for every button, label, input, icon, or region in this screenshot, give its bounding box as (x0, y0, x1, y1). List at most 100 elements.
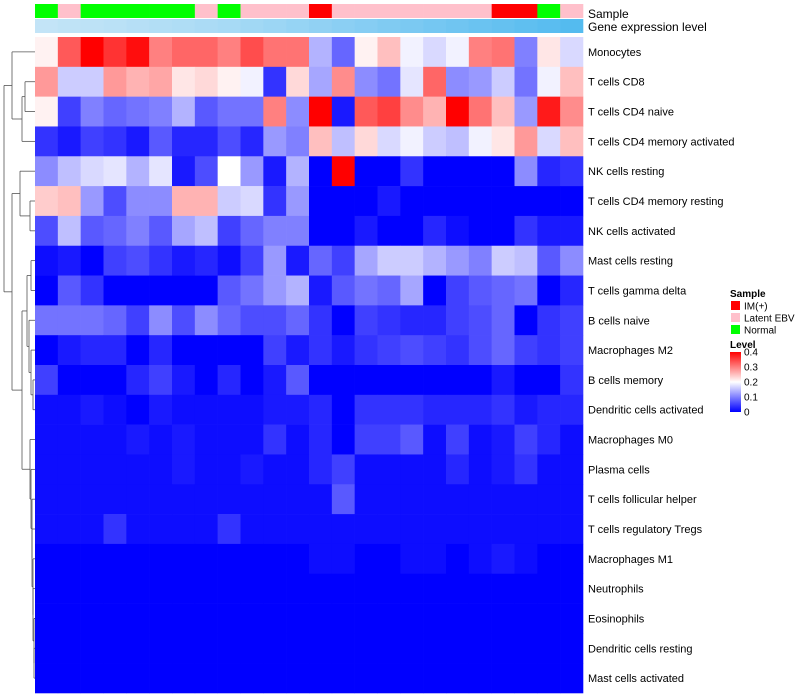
heatmap-cell (491, 663, 515, 694)
heatmap-cell (309, 365, 333, 396)
heatmap-cell (80, 305, 104, 336)
heatmap-cell (194, 126, 218, 157)
heatmap-cell (286, 603, 310, 634)
heatmap-cell (514, 663, 538, 694)
heatmap-cell (537, 573, 561, 604)
heatmap-cell (423, 633, 447, 664)
heatmap-cell (35, 275, 59, 306)
heatmap-cell (286, 514, 310, 545)
heatmap-cell (149, 573, 173, 604)
row-label: NK cells resting (588, 166, 664, 178)
heatmap-cell (35, 603, 59, 634)
heatmap-cell (423, 305, 447, 336)
heatmap-cell (149, 543, 173, 575)
heatmap-cell (400, 365, 424, 396)
heatmap-cell (514, 633, 538, 664)
heatmap-cell (149, 186, 173, 217)
heatmap-cell (354, 186, 378, 217)
heatmap-cell (354, 424, 378, 455)
heatmap-cell (35, 543, 59, 575)
heatmap-cell (172, 275, 196, 306)
heatmap-cell (446, 126, 470, 157)
heatmap-cell (468, 484, 492, 515)
heatmap-cell (468, 66, 492, 97)
heatmap-cell (331, 484, 355, 515)
heatmap-cell (126, 335, 150, 366)
heatmap-cell (423, 215, 447, 247)
level-legend: Level 0.4 0.3 0.2 0.1 0 (730, 340, 758, 419)
heatmap-cell (537, 96, 561, 127)
heatmap-cell (57, 365, 81, 396)
expression-annotation-cell (377, 19, 401, 33)
heatmap-cell (286, 663, 310, 694)
heatmap-cell (172, 633, 196, 664)
heatmap-cell (194, 275, 218, 306)
heatmap-cell (446, 37, 470, 68)
heatmap-cell (57, 454, 81, 485)
heatmap-cell (263, 156, 287, 187)
row-label: Macrophages M2 (588, 345, 673, 357)
expression-annotation-cell (149, 19, 173, 33)
heatmap-cell (331, 245, 355, 276)
heatmap-cell (514, 365, 538, 396)
heatmap-cell (400, 603, 424, 634)
heatmap-cell (400, 514, 424, 545)
heatmap-cell (286, 186, 310, 217)
heatmap-cell (194, 215, 218, 247)
heatmap-cell (126, 156, 150, 187)
heatmap-cell (286, 215, 310, 247)
heatmap-cell (194, 543, 218, 575)
heatmap-cell (263, 96, 287, 127)
heatmap-cell (377, 484, 401, 515)
heatmap-cell (35, 454, 59, 485)
heatmap-cell (560, 66, 584, 97)
heatmap-cell (446, 156, 470, 187)
level-tick-label: 0 (744, 408, 750, 419)
heatmap-cell (103, 96, 127, 127)
expression-annotation-cell (263, 19, 287, 33)
heatmap-cell (560, 156, 584, 187)
expression-annotation-cell (126, 19, 150, 33)
heatmap-cell (103, 573, 127, 604)
heatmap-cell (263, 484, 287, 515)
heatmap-cell (400, 454, 424, 485)
heatmap-cell (468, 186, 492, 217)
heatmap-cell (286, 454, 310, 485)
heatmap-cell (423, 126, 447, 157)
heatmap-cell (400, 424, 424, 455)
heatmap-cell (537, 454, 561, 485)
heatmap-cell (80, 156, 104, 187)
heatmap-cell (354, 66, 378, 97)
heatmap-cell (560, 663, 584, 694)
heatmap-cell (560, 454, 584, 485)
heatmap-cell (172, 66, 196, 97)
heatmap-cell (126, 454, 150, 485)
heatmap-cell (331, 424, 355, 455)
heatmap-cell (491, 305, 515, 336)
heatmap-cell (491, 245, 515, 276)
heatmap-cell (377, 603, 401, 634)
heatmap-cell (446, 394, 470, 425)
heatmap-cell (423, 454, 447, 485)
heatmap-cell (35, 305, 59, 336)
heatmap-cell (126, 394, 150, 425)
heatmap-cell (309, 633, 333, 664)
heatmap-cell (377, 156, 401, 187)
sample-annotation-cell (309, 4, 333, 18)
heatmap-cell (35, 484, 59, 515)
expression-annotation-cell (446, 19, 470, 33)
heatmap-cell (400, 573, 424, 604)
sample-annotation-cell (35, 4, 59, 18)
heatmap-cell (57, 96, 81, 127)
heatmap-cell (309, 66, 333, 97)
heatmap-cell (240, 454, 264, 485)
heatmap-cell (514, 335, 538, 366)
heatmap-cell (537, 215, 561, 247)
level-color-scale (730, 352, 741, 412)
sample-annotation-cell (446, 4, 470, 18)
heatmap-cell (240, 66, 264, 97)
heatmap-cell (172, 156, 196, 187)
heatmap-cell (491, 365, 515, 396)
heatmap-cell (468, 543, 492, 575)
heatmap-cell (194, 96, 218, 127)
